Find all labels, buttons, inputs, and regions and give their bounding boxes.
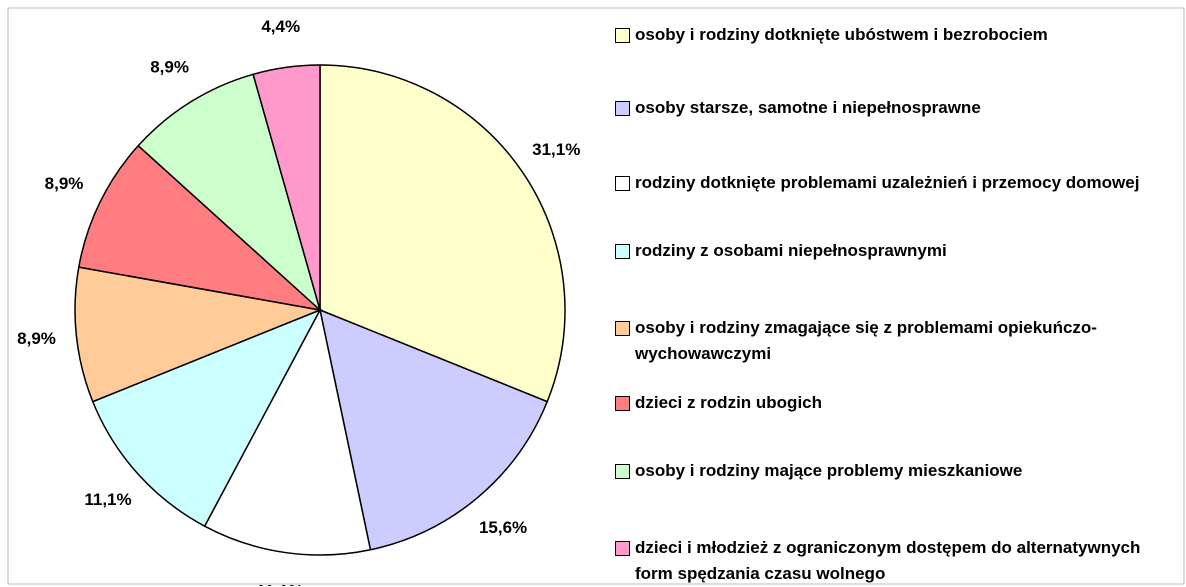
pie-slice [252,64,321,311]
data-label: 11,1% [256,582,303,586]
data-label: 8,9% [45,174,84,193]
data-label: 8,9% [150,57,189,76]
pie-slice [137,73,322,313]
legend-item: osoby i rodziny dotknięte ubóstwem i bez… [615,22,1180,48]
legend-swatch [615,101,630,116]
legend-item: dzieci i młodzież z ograniczonym dostępe… [615,535,1180,587]
legend-swatch [615,28,630,43]
pie-slice [203,307,372,556]
legend-label: osoby starsze, samotne i niepełnosprawne [635,98,981,117]
legend-item: rodziny dotknięte problemami uzależnień … [615,170,1180,196]
pie-slice [319,64,566,403]
data-label: 8,9% [17,329,56,348]
legend-label: rodziny z osobami niepełnosprawnymi [635,241,947,260]
legend-swatch [615,464,630,479]
legend-item: rodziny z osobami niepełnosprawnymi [615,238,1180,264]
legend-item: osoby i rodziny mające problemy mieszkan… [615,458,1180,484]
pie-slice [77,144,323,312]
data-label: 4,4% [261,17,300,36]
legend-label: osoby i rodziny mające problemy mieszkan… [635,461,1023,480]
pie-slice [318,308,549,551]
legend-swatch [615,396,630,411]
data-label: 11,1% [84,490,131,509]
legend-swatch [615,541,630,556]
legend-item: dzieci z rodzin ubogich [615,390,1180,416]
legend-label: rodziny dotknięte problemami uzależnień … [635,173,1140,192]
legend-item: osoby i rodziny zmagające się z problema… [615,315,1180,367]
legend-label: osoby i rodziny zmagające się z problema… [635,318,1097,363]
data-label: 15,6% [479,518,527,537]
pie-slice [91,308,322,528]
legend-swatch [615,244,630,259]
legend-label: osoby i rodziny dotknięte ubóstwem i bez… [635,25,1048,44]
legend-swatch [615,321,630,336]
legend-label: dzieci z rodzin ubogich [635,393,822,412]
legend-label: dzieci i młodzież z ograniczonym dostępe… [635,538,1141,583]
chart-frame [7,7,1185,585]
legend-item: osoby starsze, samotne i niepełnosprawne [615,95,1180,121]
pie-slice [74,266,323,403]
legend-swatch [615,176,630,191]
data-label: 31,1% [532,140,580,159]
